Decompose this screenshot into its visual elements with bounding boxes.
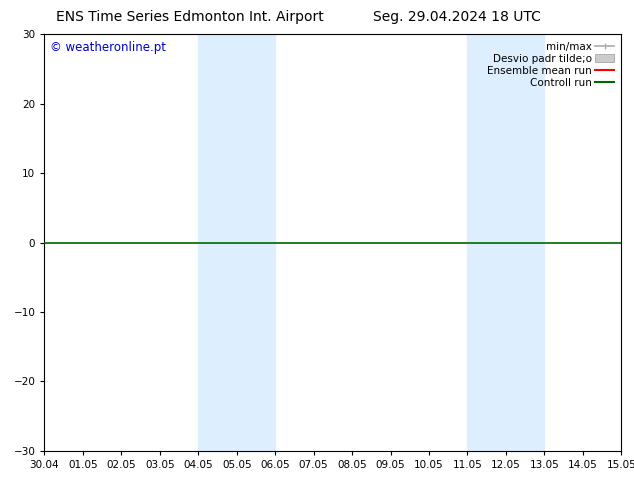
Legend: min/max, Desvio padr tilde;o, Ensemble mean run, Controll run: min/max, Desvio padr tilde;o, Ensemble m…: [485, 40, 616, 90]
Text: Seg. 29.04.2024 18 UTC: Seg. 29.04.2024 18 UTC: [373, 10, 540, 24]
Text: © weatheronline.pt: © weatheronline.pt: [50, 41, 166, 53]
Text: ENS Time Series Edmonton Int. Airport: ENS Time Series Edmonton Int. Airport: [56, 10, 324, 24]
Bar: [467, 34, 506, 451]
Bar: [236, 34, 275, 451]
Bar: [198, 34, 236, 451]
Bar: [506, 34, 545, 451]
